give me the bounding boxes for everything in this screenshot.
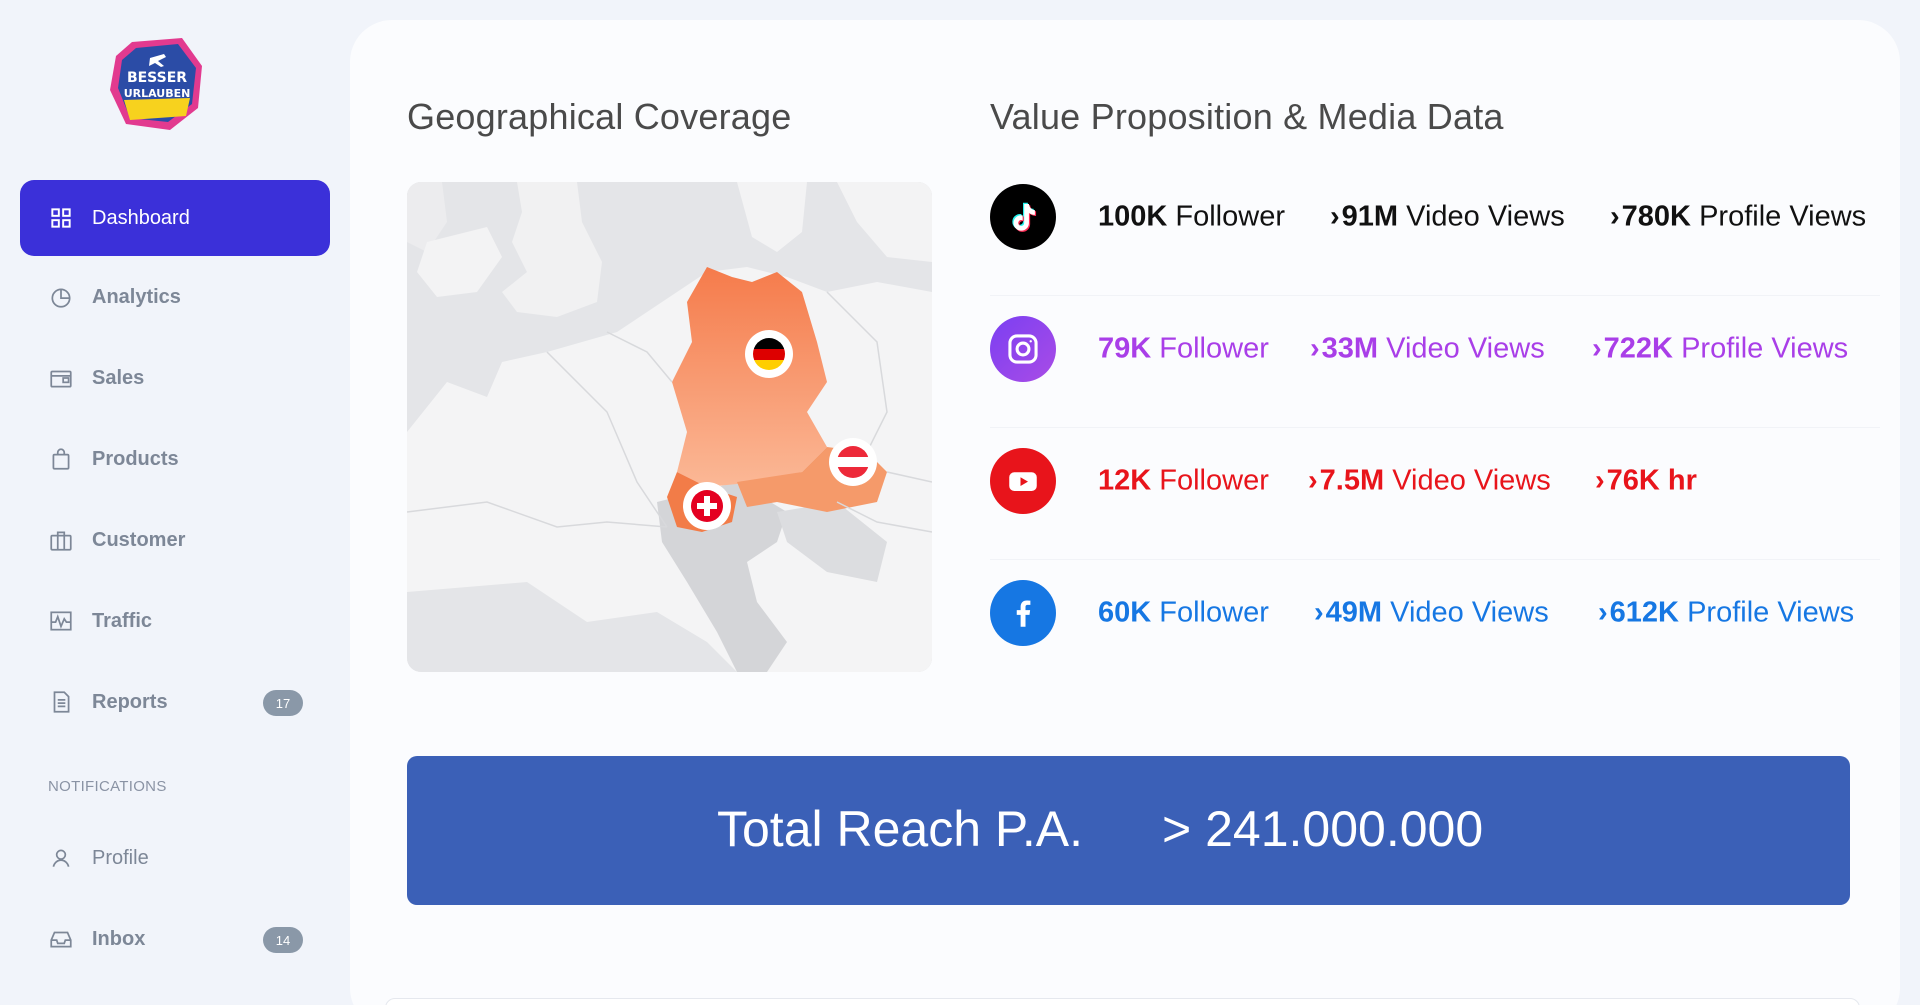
germany-flag-marker xyxy=(745,330,793,378)
wallet-icon xyxy=(47,364,75,392)
coverage-map xyxy=(407,182,932,672)
sidebar-item-analytics[interactable]: Analytics xyxy=(20,259,330,335)
shopping-bag-icon xyxy=(47,445,75,473)
tiktok-followers: 100K Follower xyxy=(1098,200,1285,233)
sidebar-item-products[interactable]: Products xyxy=(20,421,330,497)
sidebar-item-label: Analytics xyxy=(92,285,181,308)
total-reach-banner: Total Reach P.A. > 241.000.000 xyxy=(407,756,1850,905)
activity-icon xyxy=(47,607,75,635)
sidebar-item-customer[interactable]: Customer xyxy=(20,502,330,578)
social-row-tiktok: 100K Follower ›91M Video Views ›780K Pro… xyxy=(990,182,1890,252)
geo-coverage-title: Geographical Coverage xyxy=(407,96,792,137)
sidebar-item-label: Traffic xyxy=(92,609,153,632)
youtube-watch-hours: ›76K hr xyxy=(1595,464,1697,497)
social-row-instagram: 79K Follower ›33M Video Views ›722K Prof… xyxy=(990,314,1890,384)
sidebar-item-label: Products xyxy=(92,447,179,470)
tiktok-icon[interactable] xyxy=(990,184,1056,250)
youtube-video-views: ›7.5M Video Views xyxy=(1308,464,1551,497)
pie-chart-icon xyxy=(47,283,75,311)
brand-logo[interactable]: BESSER URLAUBEN xyxy=(110,38,204,130)
sidebar-item-label: Reports xyxy=(92,690,168,713)
sidebar-item-sales[interactable]: Sales xyxy=(20,340,330,416)
sidebar: BESSER URLAUBEN Dashboard Analytics Sale… xyxy=(0,0,350,1005)
youtube-followers: 12K Follower xyxy=(1098,464,1269,497)
total-reach-value: > 241.000.000 xyxy=(1162,801,1484,857)
facebook-profile-views: ›612K Profile Views xyxy=(1598,596,1855,629)
inbox-icon xyxy=(47,925,75,953)
sidebar-item-inbox[interactable]: Inbox 14 xyxy=(20,901,330,977)
user-icon xyxy=(47,844,75,872)
briefcase-icon xyxy=(47,526,75,554)
sidebar-item-label: Inbox xyxy=(92,927,146,950)
social-row-youtube: 12K Follower ›7.5M Video Views ›76K hr xyxy=(990,446,1890,516)
sidebar-item-label: Customer xyxy=(92,528,186,551)
austria-flag-marker xyxy=(829,438,877,486)
document-icon xyxy=(47,688,75,716)
inbox-count-badge: 14 xyxy=(263,927,303,953)
reports-count-badge: 17 xyxy=(263,690,303,716)
total-reach-label: Total Reach P.A. xyxy=(717,801,1083,857)
sidebar-item-label: Profile xyxy=(92,846,149,869)
tiktok-video-views: ›91M Video Views xyxy=(1330,200,1565,233)
instagram-icon[interactable] xyxy=(990,316,1056,382)
facebook-video-views: ›49M Video Views xyxy=(1314,596,1549,629)
next-card xyxy=(385,998,1860,1005)
svg-text:URLAUBEN: URLAUBEN xyxy=(124,87,191,100)
sidebar-item-label: Sales xyxy=(92,366,145,389)
instagram-video-views: ›33M Video Views xyxy=(1310,332,1545,365)
row-divider xyxy=(990,427,1880,428)
sidebar-item-dashboard[interactable]: Dashboard xyxy=(20,180,330,256)
instagram-followers: 79K Follower xyxy=(1098,332,1269,365)
tiktok-profile-views: ›780K Profile Views xyxy=(1610,200,1867,233)
value-proposition-title: Value Proposition & Media Data xyxy=(990,96,1504,137)
row-divider xyxy=(990,295,1880,296)
sidebar-item-traffic[interactable]: Traffic xyxy=(20,583,330,659)
row-divider xyxy=(990,559,1880,560)
facebook-followers: 60K Follower xyxy=(1098,596,1269,629)
sidebar-item-label: Dashboard xyxy=(92,206,190,229)
instagram-profile-views: ›722K Profile Views xyxy=(1592,332,1849,365)
switzerland-flag-marker xyxy=(683,482,731,530)
facebook-icon[interactable] xyxy=(990,580,1056,646)
svg-text:BESSER: BESSER xyxy=(127,70,187,86)
youtube-icon[interactable] xyxy=(990,448,1056,514)
notifications-section-label: NOTIFICATIONS xyxy=(48,778,167,795)
social-row-facebook: 60K Follower ›49M Video Views ›612K Prof… xyxy=(990,578,1890,648)
sidebar-item-profile[interactable]: Profile xyxy=(20,820,330,896)
grid-icon xyxy=(47,204,75,232)
sidebar-item-reports[interactable]: Reports 17 xyxy=(20,664,330,740)
